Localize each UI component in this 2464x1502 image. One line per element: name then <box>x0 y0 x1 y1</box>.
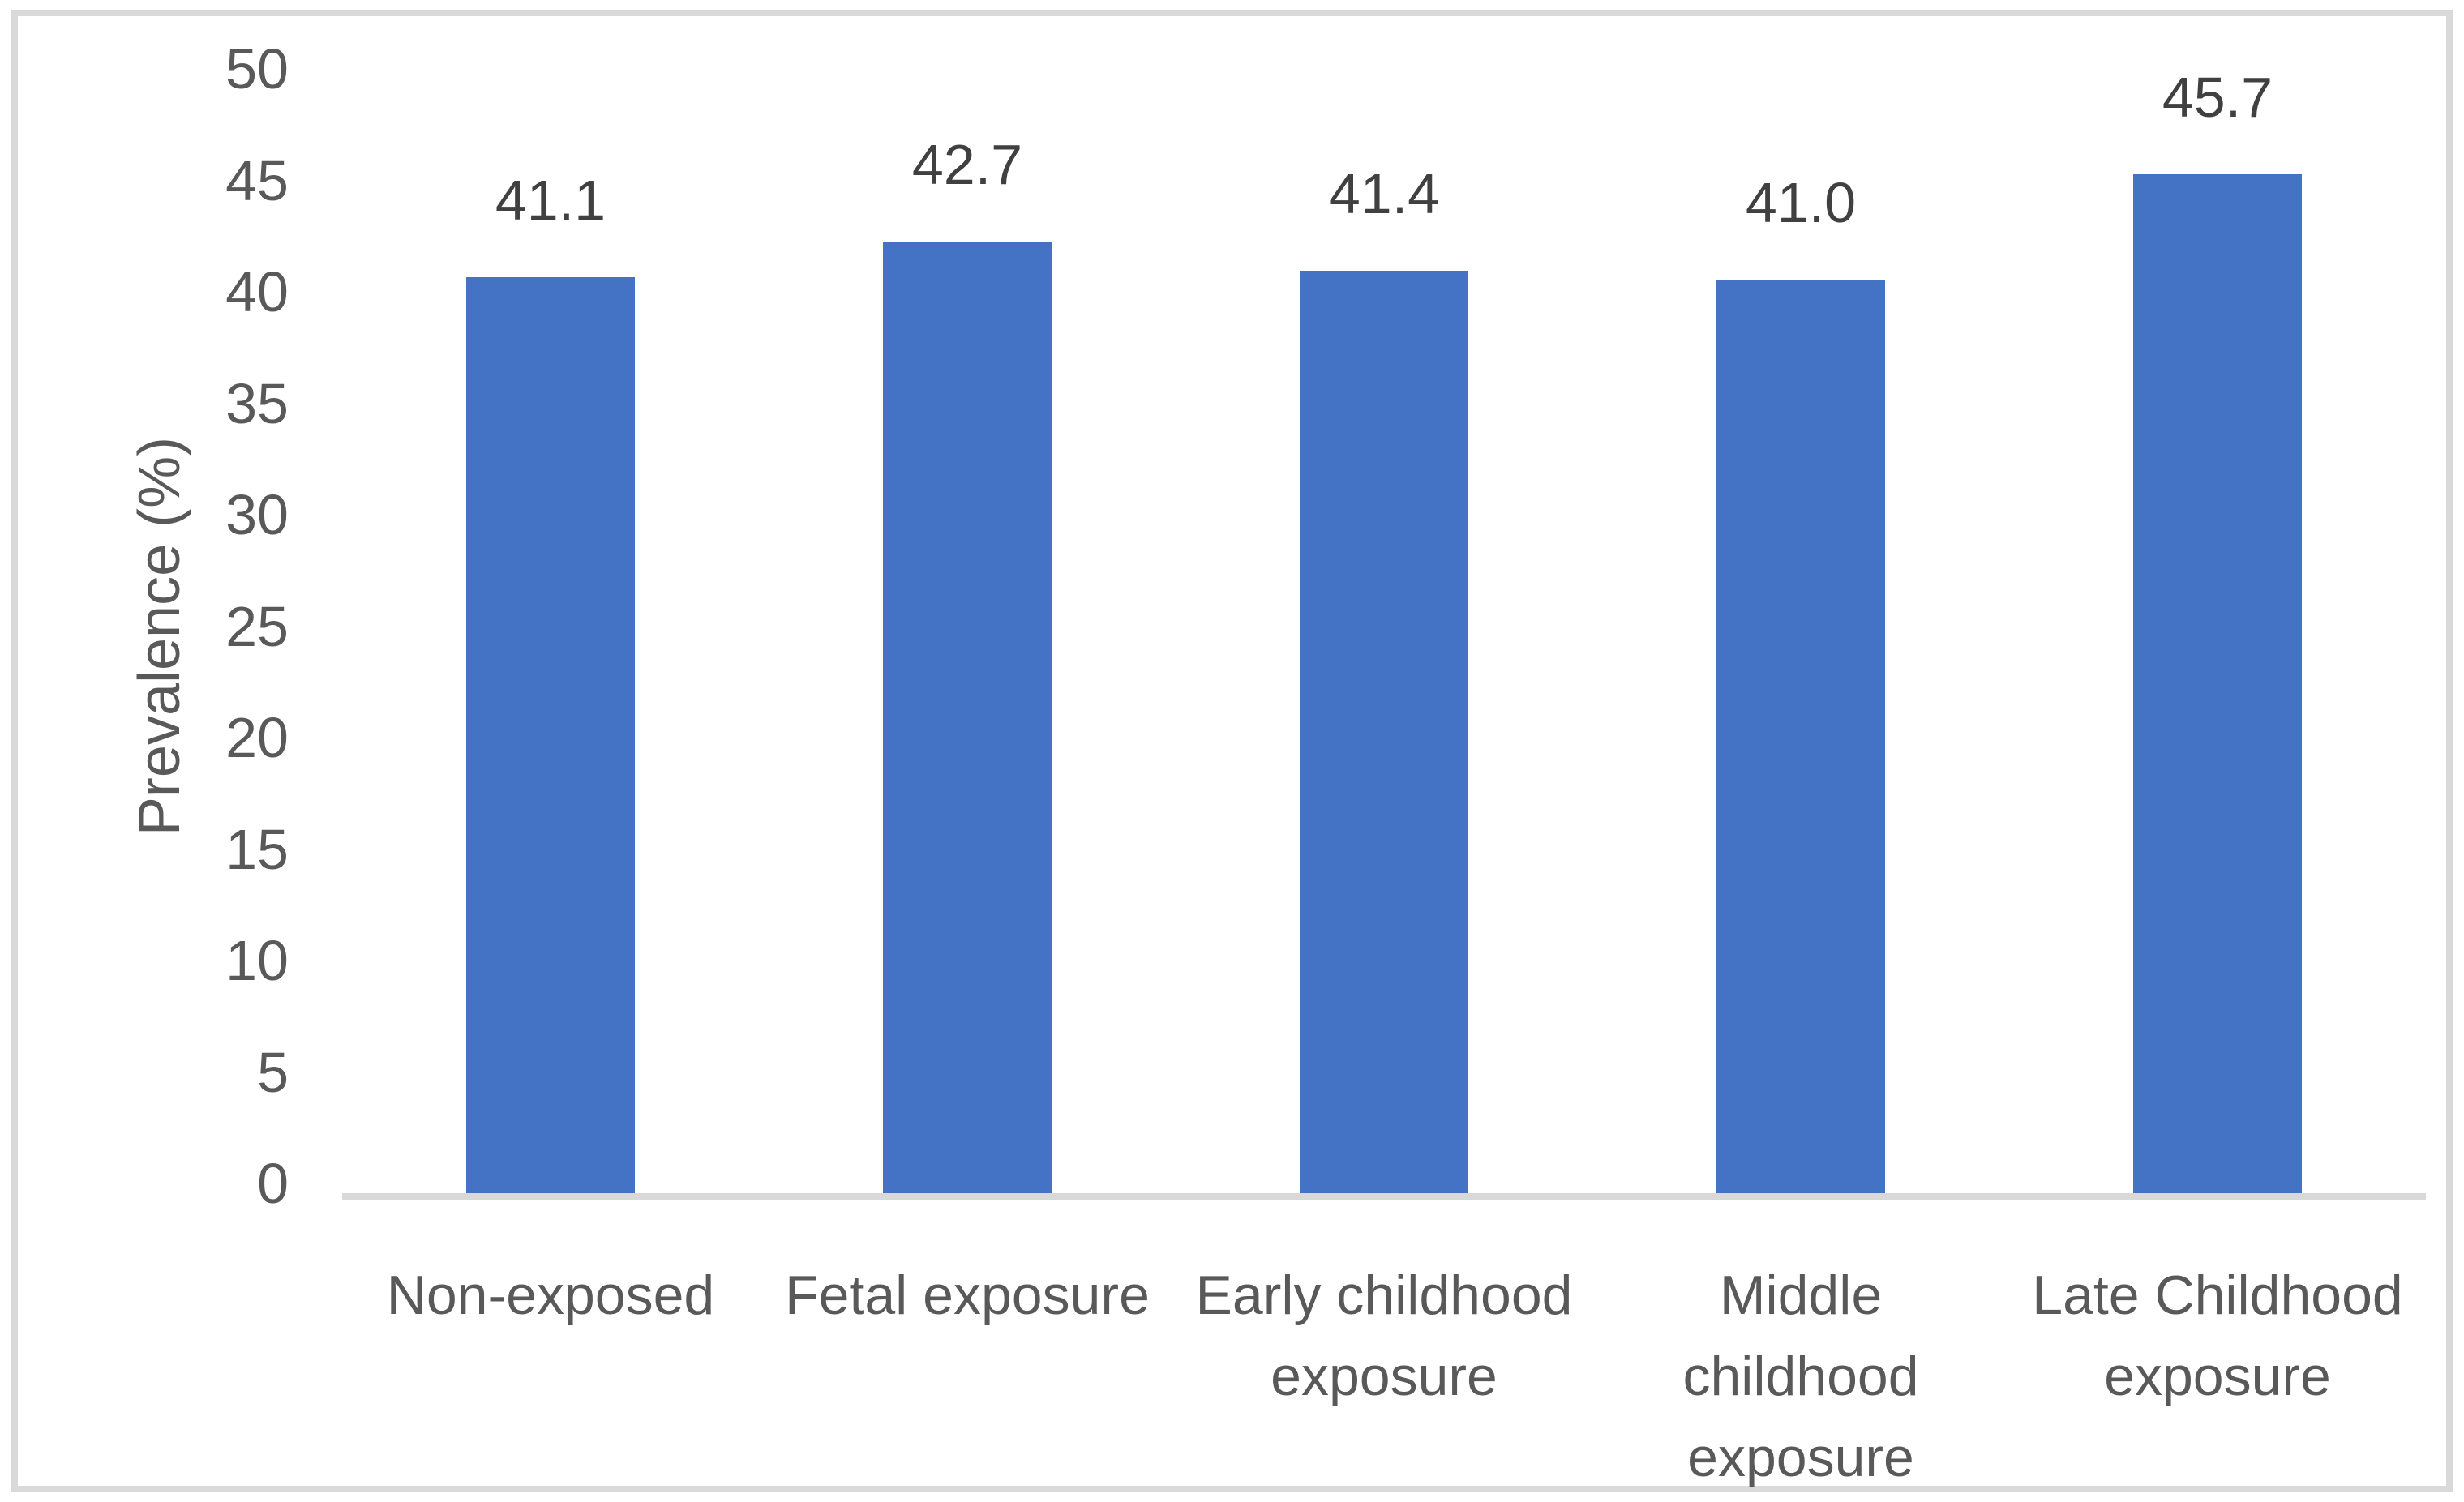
category-label-line: exposure <box>1687 1427 1914 1488</box>
category-label: Middle childhood exposure <box>1582 1255 2020 1498</box>
bar-late-childhood-exposure <box>2133 174 2302 1193</box>
category-label-line: childhood <box>1682 1346 1919 1407</box>
bar-fetal-exposure <box>883 241 1052 1193</box>
category-label-line: exposure <box>2104 1346 2331 1407</box>
y-tick-label: 30 <box>225 483 289 546</box>
data-label: 45.7 <box>2162 66 2273 130</box>
category-label-line: exposure <box>1271 1346 1498 1407</box>
bar-non-exposed <box>466 276 635 1193</box>
y-tick-label: 10 <box>225 929 289 992</box>
category-label: Non-exposed <box>332 1255 769 1336</box>
category-label-line: Non-exposed <box>386 1265 715 1326</box>
chart-border-frame: Prevalence (%) 0 5 10 15 20 25 30 35 40 45 50 41.1… <box>11 10 2453 1492</box>
y-tick-label: 45 <box>225 148 289 212</box>
y-tick-label: 50 <box>225 37 289 101</box>
category-label: Early childhood exposure <box>1165 1255 1603 1417</box>
category-label-line: Middle <box>1719 1265 1883 1326</box>
data-label: 41.0 <box>1745 170 1857 234</box>
y-tick-label: 40 <box>225 260 289 323</box>
bar-early-childhood-exposure <box>1300 270 1468 1193</box>
data-label: 42.7 <box>911 132 1023 196</box>
x-axis-line <box>342 1193 2426 1200</box>
category-label: Fetal exposure <box>748 1255 1186 1336</box>
data-label: 41.4 <box>1328 161 1440 225</box>
category-label: Late Childhood exposure <box>1999 1255 2436 1417</box>
y-tick-label: 25 <box>225 594 289 658</box>
y-tick-label: 15 <box>225 817 289 881</box>
y-tick-label: 35 <box>225 371 289 435</box>
bar-middle-childhood-exposure <box>1716 279 1885 1193</box>
category-label-line: Early childhood <box>1195 1265 1573 1326</box>
category-label-line: Late Childhood <box>2032 1265 2403 1326</box>
y-tick-label: 0 <box>257 1152 289 1215</box>
category-label-line: Fetal exposure <box>785 1265 1150 1326</box>
y-tick-label: 5 <box>257 1040 289 1104</box>
data-label: 41.1 <box>495 168 606 232</box>
y-tick-label: 20 <box>225 706 289 769</box>
